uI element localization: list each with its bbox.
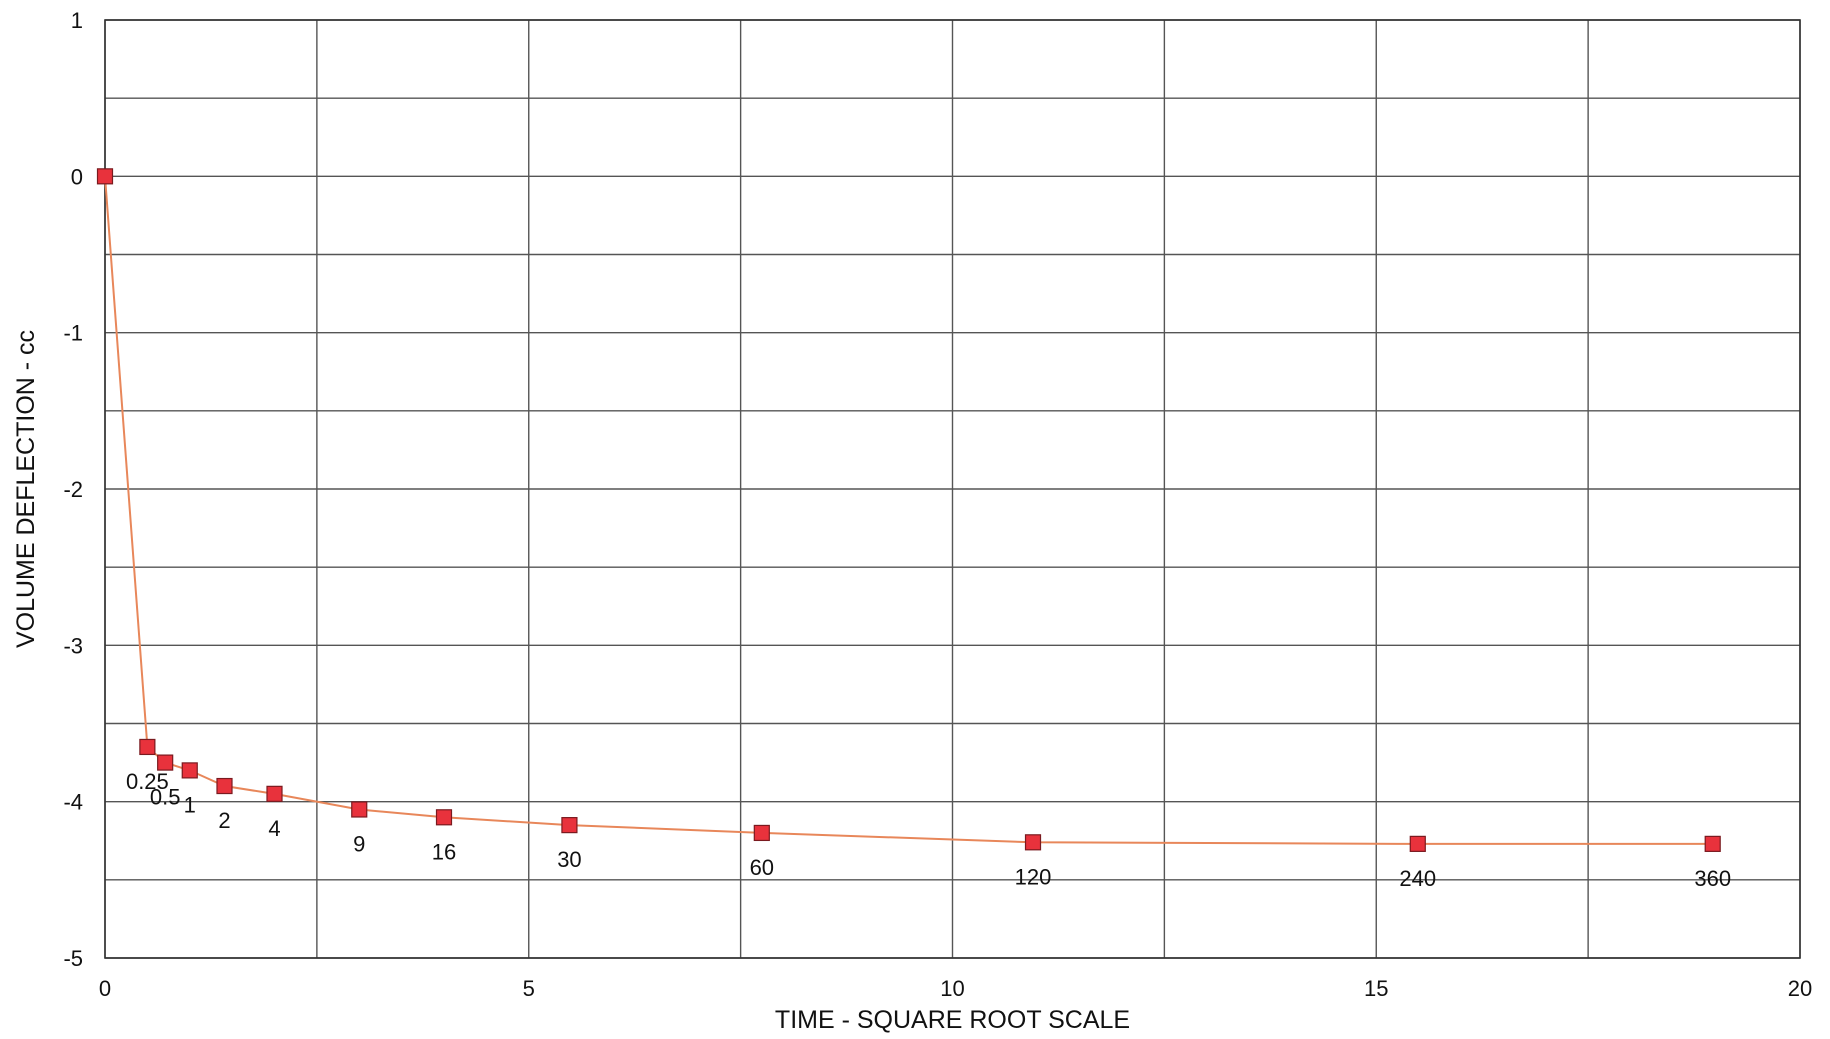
x-axis-title: TIME - SQUARE ROOT SCALE xyxy=(775,1006,1130,1034)
data-point-marker xyxy=(181,762,198,779)
y-tick-label: 0 xyxy=(71,164,83,189)
data-point-marker xyxy=(1024,834,1042,851)
data-point-label: 60 xyxy=(750,855,774,880)
data-point-marker xyxy=(435,809,453,826)
data-point-label: 30 xyxy=(557,847,581,872)
data-point-label: 240 xyxy=(1399,866,1436,891)
data-point-label: 4 xyxy=(268,816,280,841)
y-tick-label: 1 xyxy=(71,8,83,33)
grid xyxy=(104,19,1801,959)
series-line xyxy=(104,176,1713,845)
data-point-marker xyxy=(1409,835,1426,852)
y-tick-label: -3 xyxy=(63,633,83,658)
data-point-marker xyxy=(753,824,770,842)
data-point-label: 0.25 xyxy=(126,769,169,794)
x-tick-label: 5 xyxy=(523,976,535,1001)
data-series: 0.250.5 12 4 9 16 30 60 120 240 360 xyxy=(96,168,1731,891)
axis-titles: TIME - SQUARE ROOT SCALE VOLUME DEFLECTI… xyxy=(12,330,1130,1034)
data-point-label: 2 xyxy=(218,808,230,833)
data-point-marker xyxy=(351,801,368,818)
x-tick-label: 15 xyxy=(1364,976,1388,1001)
x-tick-label: 20 xyxy=(1788,976,1812,1001)
data-point-label: 16 xyxy=(432,839,456,864)
data-point-marker xyxy=(1704,835,1721,852)
data-point-marker xyxy=(216,777,233,795)
y-tick-label: -2 xyxy=(63,477,83,502)
data-point-label: 9 xyxy=(353,831,365,856)
data-point-marker xyxy=(266,785,283,802)
data-point-label: 360 xyxy=(1694,866,1731,891)
data-point-label: 1 xyxy=(184,792,196,817)
x-tick-label: 10 xyxy=(940,976,964,1001)
data-point-marker xyxy=(96,168,114,185)
data-point-marker xyxy=(157,754,174,771)
x-tick-label: 0 xyxy=(99,976,111,1001)
plot-frame xyxy=(104,19,1801,959)
y-tick-label: -1 xyxy=(63,321,83,346)
data-point-label: 120 xyxy=(1015,864,1052,889)
data-point-marker xyxy=(139,738,156,756)
y-axis-title: VOLUME DEFLECTION - cc xyxy=(12,330,40,648)
y-tick-label: -5 xyxy=(63,946,83,971)
data-point-marker xyxy=(561,817,578,834)
y-tick-label: -4 xyxy=(63,790,83,815)
data-point-label: 0.5 xyxy=(150,785,181,810)
